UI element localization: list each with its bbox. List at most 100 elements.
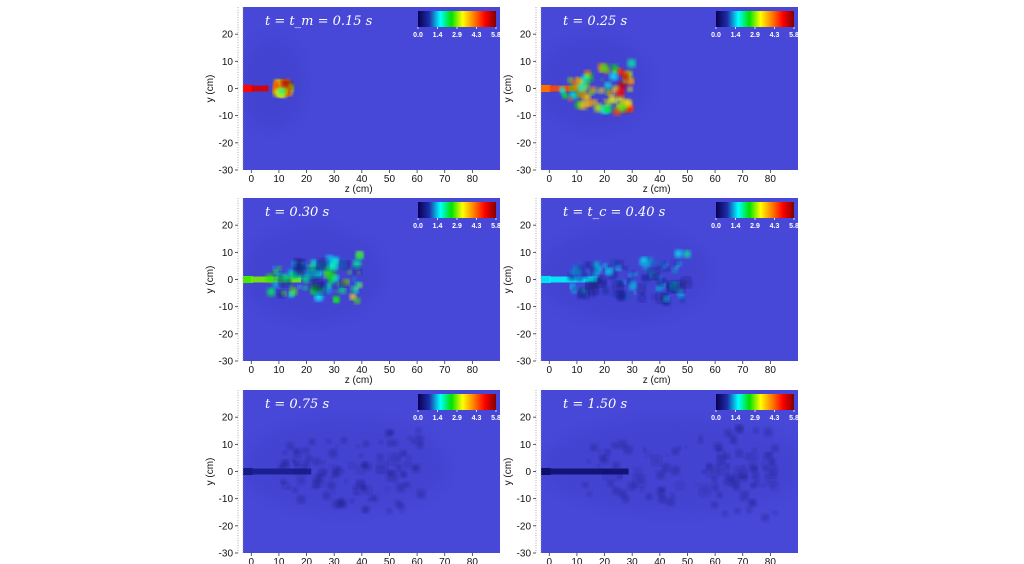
cloud-blob (406, 455, 412, 461)
cloud-blob (353, 488, 361, 496)
cloud-blob (586, 261, 594, 269)
cloud-blob (273, 81, 280, 88)
x-tick-label: 50 (384, 365, 396, 376)
cloud-blob (317, 258, 329, 271)
cloud-blob (681, 277, 692, 288)
y-tick-label: 20 (520, 221, 532, 232)
x-tick-label: 80 (765, 557, 777, 564)
time-label: t = 0.75 s (265, 397, 329, 412)
cloud-blob (645, 492, 653, 501)
x-tick-label: 20 (599, 557, 611, 564)
cloud-blob (361, 460, 368, 467)
x-tick-label: 80 (467, 365, 479, 376)
cloud-blob (577, 82, 587, 92)
cloud-blob (568, 84, 575, 91)
cloud-blob (413, 465, 418, 471)
cloud-blob (613, 291, 620, 298)
cloud-blob (592, 99, 598, 105)
cloud-blob (670, 465, 680, 476)
cloud-blob (670, 260, 676, 265)
colorbar-tick-label: 5.8 (789, 223, 799, 230)
colorbar-tick-label: 5.8 (789, 32, 799, 39)
y-tick-label: -30 (517, 166, 532, 177)
cloud-blob (643, 267, 647, 271)
cloud-blob (277, 87, 286, 96)
cloud-blob (396, 454, 402, 461)
y-tick-label: 0 (227, 275, 233, 286)
cloud-blob (308, 438, 316, 446)
y-axis-label: y (cm) (503, 266, 514, 294)
cloud-blob (637, 284, 646, 293)
y-tick-label: -10 (219, 111, 234, 122)
cloud-blob (641, 260, 651, 270)
cloud-blob (578, 100, 588, 110)
y-tick-label: 10 (520, 57, 532, 68)
cloud-blob (353, 297, 361, 305)
x-tick-label: 40 (356, 557, 368, 564)
cloud-blob (325, 439, 332, 445)
cloud-blob (276, 290, 285, 298)
colorbar-tick-label: 2.9 (750, 415, 760, 422)
cloud-blob (723, 476, 733, 486)
cloud-blob (613, 472, 623, 481)
cloud-blob (320, 460, 326, 465)
cloud-blob (765, 475, 776, 487)
x-tick-label: 40 (654, 174, 666, 185)
cloud-blob (333, 464, 339, 470)
cloud-blob (339, 500, 346, 507)
x-tick-label: 0 (249, 557, 255, 564)
y-tick-label: -30 (219, 357, 234, 368)
y-tick-label: -10 (219, 302, 234, 313)
cloud-blob (679, 296, 686, 304)
cloud-blob (340, 261, 350, 270)
cloud-blob (607, 90, 614, 97)
cloud-blob (586, 282, 599, 294)
colorbar-tick-label: 4.3 (770, 223, 780, 230)
cloud-blob (357, 282, 363, 288)
x-axis-label: z (cm) (345, 375, 373, 386)
cloud-blob (735, 424, 744, 433)
cloud-blob (660, 267, 666, 273)
y-tick-label: 0 (525, 84, 531, 95)
cloud-blob (656, 292, 667, 304)
y-tick-label: -20 (219, 329, 234, 340)
cloud-blob (612, 461, 621, 470)
cloud-blob (670, 283, 677, 290)
cloud-blob (607, 479, 615, 488)
x-tick-label: 70 (737, 557, 749, 564)
cloud-blob (633, 291, 637, 295)
field (541, 36, 651, 130)
cloud-blob (582, 272, 588, 279)
x-tick-label: 50 (682, 174, 694, 185)
cloud-blob (586, 459, 591, 464)
cloud-blob (407, 435, 413, 441)
x-tick-label: 80 (467, 557, 479, 564)
x-tick-label: 30 (329, 557, 341, 564)
cloud-blob (770, 509, 775, 514)
cloud-blob (765, 465, 778, 478)
colorbar-tick-label: 4.3 (770, 415, 780, 422)
cloud-blob (272, 265, 276, 270)
cloud-blob (327, 481, 336, 491)
cloud-blob (344, 479, 349, 484)
cloud-blob (740, 427, 744, 431)
cloud-blob (313, 475, 325, 487)
cloud-blob (589, 270, 595, 276)
cloud-blob (641, 256, 647, 262)
cloud-blob (594, 276, 606, 288)
cloud-blob (600, 77, 604, 81)
cloud-blob (628, 78, 635, 85)
y-tick-label: -20 (219, 138, 234, 149)
x-tick-label: 10 (273, 365, 285, 376)
x-tick-label: 80 (765, 365, 777, 376)
cloud-blob (312, 457, 321, 466)
cloud-blob (746, 507, 753, 514)
time-label: t = 1.50 s (563, 397, 627, 412)
cloud-blob (396, 483, 406, 493)
x-tick-label: 0 (547, 365, 553, 376)
cloud-blob (355, 251, 364, 261)
cloud-blob (760, 483, 765, 488)
y-tick-label: 20 (520, 413, 532, 424)
cloud-blob (651, 260, 658, 266)
cloud-blob (771, 444, 779, 453)
